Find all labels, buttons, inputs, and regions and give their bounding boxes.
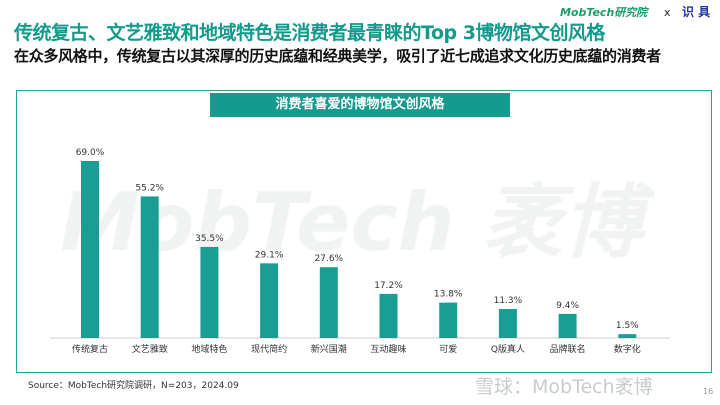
category-label: 品牌联名 — [550, 343, 586, 355]
data-label: 69.0% — [76, 148, 105, 158]
collab-x: x — [664, 6, 671, 19]
page-title: 传统复古、文艺雅致和地域特色是消费者最青睐的Top 3博物馆文创风格 — [14, 22, 605, 44]
data-label: 17.2% — [374, 281, 403, 291]
category-label: 传统复古 — [72, 343, 108, 355]
category-label: 互动趣味 — [370, 343, 406, 355]
bar — [618, 334, 637, 338]
chart-title: 消费者喜爱的博物馆文创风格 — [210, 93, 510, 117]
category-label: 文艺雅致 — [132, 343, 168, 355]
bar — [260, 263, 279, 338]
data-label: 1.5% — [616, 321, 639, 331]
bar — [558, 313, 577, 338]
data-label: 27.6% — [315, 254, 344, 264]
data-label: 55.2% — [135, 183, 164, 193]
page-number: 16 — [703, 387, 714, 396]
source-note: Source：MobTech研究院调研，N=203，2024.09 — [28, 381, 239, 391]
data-label: 11.3% — [494, 296, 523, 306]
category-label: Q版真人 — [491, 343, 525, 355]
bar — [81, 161, 99, 338]
bar — [140, 196, 159, 338]
bar — [319, 267, 338, 338]
bar — [200, 246, 219, 338]
chart-frame — [16, 90, 712, 373]
page-subtitle: 在众多风格中，传统复古以其深厚的历史底蕴和经典美学，吸引了近七成追求文化历史底蕴… — [14, 47, 661, 65]
data-label: 29.1% — [255, 250, 284, 260]
mobtech-logo: MobTech研究院 — [560, 6, 648, 19]
category-label: 新兴国潮 — [311, 343, 347, 355]
partner-logo: 识 具 — [682, 5, 711, 19]
data-label: 13.8% — [434, 290, 463, 300]
xueqiu-watermark: 雪球：MobTech袤博 — [475, 376, 653, 398]
bar — [498, 309, 517, 338]
data-label: 35.5% — [195, 234, 224, 244]
category-label: 地域特色 — [191, 343, 227, 355]
bar — [379, 293, 398, 338]
category-label: 现代简约 — [251, 343, 287, 355]
category-label: 数字化 — [614, 343, 641, 355]
bar — [439, 302, 458, 338]
category-label: 可爱 — [439, 344, 457, 355]
data-label: 9.4% — [556, 301, 579, 311]
